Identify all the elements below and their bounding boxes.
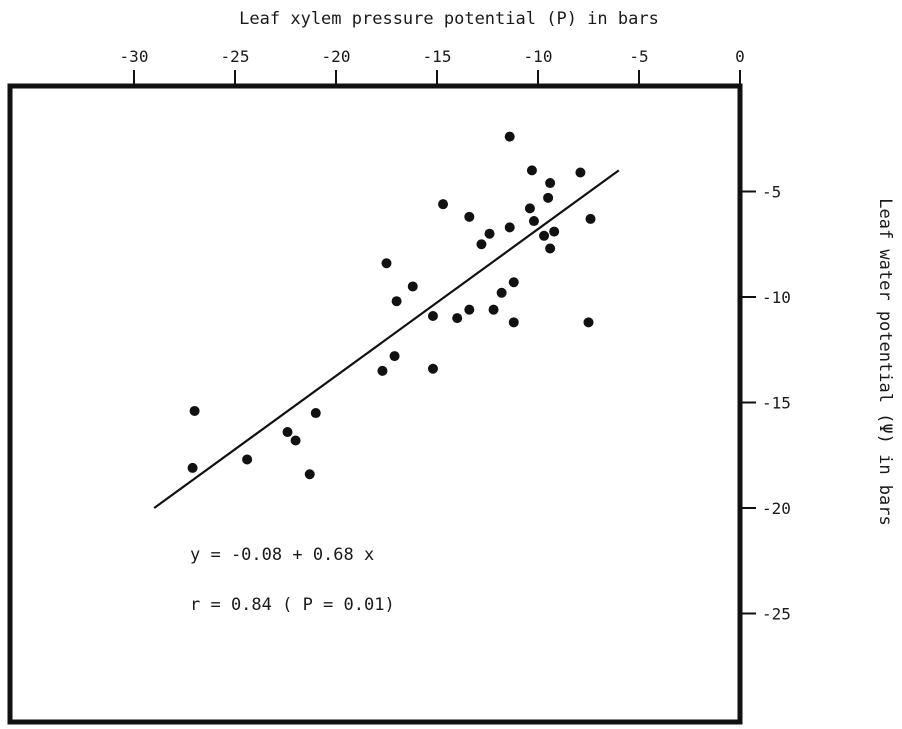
data-point: [381, 258, 392, 269]
data-point: [508, 317, 519, 328]
data-point: [508, 277, 519, 288]
x-tick-label: -20: [322, 47, 351, 66]
x-tick-label: -5: [629, 47, 648, 66]
regression-line: [153, 169, 620, 509]
x-axis-ticks: -30 -25 -20 -15 -10 -5 0: [120, 47, 745, 86]
data-point: [585, 213, 596, 224]
data-point: [427, 363, 438, 374]
x-tick-label: -30: [120, 47, 149, 66]
data-points: [187, 131, 596, 480]
data-point: [539, 230, 550, 241]
data-point: [524, 203, 535, 214]
data-point: [407, 281, 418, 292]
y-tick-label: -10: [762, 288, 791, 307]
data-point: [189, 405, 200, 416]
data-point: [526, 165, 537, 176]
data-point: [504, 222, 515, 233]
y-tick-label: -20: [762, 499, 791, 518]
data-point: [464, 304, 475, 315]
data-point: [583, 317, 594, 328]
data-point: [464, 211, 475, 222]
data-point: [304, 469, 315, 480]
data-point: [391, 296, 402, 307]
data-point: [545, 243, 556, 254]
data-point: [528, 216, 539, 227]
y-axis-ticks: -5 -10 -15 -20 -25: [740, 183, 791, 624]
data-point: [310, 408, 321, 419]
correlation-annotation: r = 0.84 ( P = 0.01): [190, 595, 395, 615]
data-point: [282, 427, 293, 438]
y-tick-label: -15: [762, 394, 791, 413]
data-point: [187, 462, 198, 473]
x-tick-label: -10: [524, 47, 553, 66]
data-point: [496, 287, 507, 298]
data-point: [575, 167, 586, 178]
data-point: [476, 239, 487, 250]
data-point: [549, 226, 560, 237]
data-point: [427, 310, 438, 321]
data-point: [377, 365, 388, 376]
data-point: [484, 228, 495, 239]
x-tick-label: 0: [735, 47, 745, 66]
plot-frame: [7, 83, 743, 725]
data-point: [389, 351, 400, 362]
x-tick-label: -25: [221, 47, 250, 66]
data-point: [438, 199, 449, 210]
data-point: [290, 435, 301, 446]
data-point: [545, 178, 556, 189]
data-point: [488, 304, 499, 315]
y-tick-label: -5: [762, 183, 781, 202]
regression-equation: y = -0.08 + 0.68 x: [190, 545, 374, 565]
y-tick-label: -25: [762, 605, 791, 624]
x-tick-label: -15: [423, 47, 452, 66]
data-point: [452, 313, 463, 324]
data-point: [242, 454, 253, 465]
data-point: [504, 131, 515, 142]
x-axis-title: Leaf xylem pressure potential (P) in bar…: [239, 9, 659, 29]
y-axis-title: Leaf water potential (Ψ) in bars: [875, 198, 895, 526]
data-point: [543, 192, 554, 203]
